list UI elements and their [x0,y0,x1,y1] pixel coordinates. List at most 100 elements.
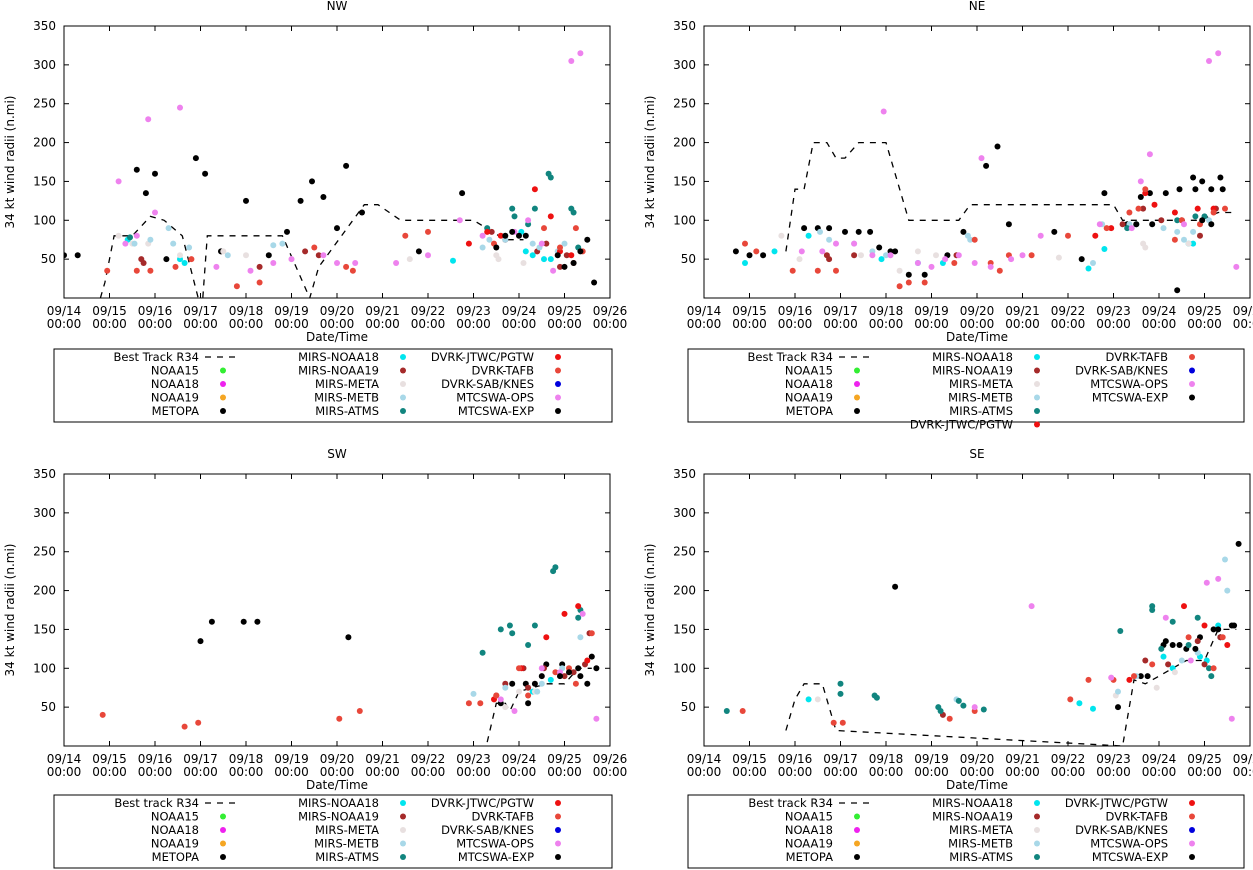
point-dvrk-tafb [343,263,350,270]
point-mtcswa-exp [1190,174,1197,181]
point-mirs-noaa19 [563,252,570,259]
x-axis-label: Date/Time [946,778,1008,792]
x-tick-time: 00:00 [274,317,309,331]
y-tick-label: 300 [33,58,56,72]
point-mirs-noaa19 [543,240,550,247]
point-dvrk-tafb [1131,673,1137,680]
point-mirs-noaa18 [805,696,812,703]
point-mirs-meta [220,248,227,255]
point-mirs-noaa19 [315,252,322,259]
legend-label: MIRS-NOAA19 [298,364,379,378]
legend-label: DVRK-TAFB [472,364,535,378]
point-mtcswa-exp [1144,673,1151,680]
best-track-line [99,204,524,298]
point-mirs-noaa19 [1201,661,1208,668]
point-dvrk-tafb [971,236,978,243]
point-metopa [64,252,67,259]
point-dvrk-tafb [336,715,343,722]
legend-label: NOAA18 [151,823,199,837]
legend-label: Best track R34 [748,796,833,810]
x-tick-date: 09/22 [411,304,446,318]
legend-label: MIRS-ATMS [949,850,1013,864]
y-tick-label: 150 [673,174,696,188]
legend-label: METOPA [786,850,833,864]
legend-marker-mirs-meta [1034,381,1040,387]
legend-marker-mirs-meta [400,381,406,387]
point-mirs-atms [1149,607,1156,613]
legend-marker-mirs-meta [400,827,406,833]
legend-marker-mtcswa-ops [1189,381,1195,387]
panel-title: NW [327,0,348,13]
legend-marker-mirs-noaa19 [1034,367,1040,374]
point-metopa [801,225,808,232]
point-mirs-metb [170,240,177,247]
panel-se: SE5010015020025030035009/1400:0009/1500:… [643,447,1253,792]
x-tick-time: 00:00 [1233,765,1253,779]
point-dvrk-tafb [946,715,953,722]
point-dvrk-jtwc-pgtw [484,228,491,235]
point-mtcswa-ops [1215,50,1222,57]
y-tick-label: 50 [681,700,696,714]
point-mtcswa-exp [584,236,591,243]
point-metopa [760,252,767,259]
legend-marker-metopa [854,854,860,860]
legend-label: MIRS-NOAA19 [932,364,1013,378]
point-metopa [240,618,247,625]
point-mirs-atms [509,205,516,212]
x-tick-time: 00:00 [183,317,218,331]
legend-label: MIRS-META [949,377,1013,391]
point-mtcswa-exp [561,263,568,270]
point-dvrk-tafb [541,225,547,232]
legend-label: DVRK-JTWC/PGTW [1065,796,1168,810]
point-metopa [1078,256,1085,263]
point-metopa [983,162,990,169]
legend-marker-mirs-noaa19 [400,813,406,820]
point-mirs-metb [883,252,889,259]
legend-marker-dvrk-jtwc-pgtw [555,800,561,806]
panel-title: NE [969,0,986,13]
point-mtcswa-ops [213,263,220,270]
point-mirs-atms [873,694,880,701]
legend-marker-dvrk-sab-knes [1189,827,1195,833]
x-tick-date: 09/19 [914,304,949,318]
point-metopa [1051,228,1058,235]
legend-label: NOAA19 [785,837,833,851]
x-tick-time: 00:00 [320,317,355,331]
x-tick-date: 09/19 [914,752,949,766]
point-mtcswa-ops [479,232,486,239]
x-tick-date: 09/23 [456,752,491,766]
legend-label: MIRS-ATMS [949,404,1013,418]
point-mirs-metb [470,690,477,697]
point-mtcswa-exp [1215,626,1222,633]
point-mirs-atms [937,708,944,714]
x-tick-date: 09/17 [183,752,218,766]
x-tick-time: 00:00 [411,765,446,779]
x-tick-time: 00:00 [1233,317,1253,331]
point-mirs-atms [575,614,582,621]
point-mtcswa-exp [509,680,516,687]
point-mirs-noaa19 [1142,657,1149,664]
point-mtcswa-ops [425,252,431,259]
legend-box [53,348,613,423]
x-tick-time: 00:00 [47,765,82,779]
x-tick-time: 00:00 [823,765,858,779]
x-tick-time: 00:00 [365,317,400,331]
legend-marker-dvrk-tafb [1189,813,1195,820]
legend-marker-noaa18 [854,827,860,833]
point-dvrk-tafb [1103,225,1110,232]
point-dvrk-jtwc-pgtw [543,634,550,641]
point-dvrk-tafb [99,711,106,718]
y-axis-label: 34 kt wind radii (n.mi) [3,544,17,677]
y-tick-label: 300 [673,506,696,520]
point-mirs-metb [967,236,974,243]
x-tick-time: 00:00 [687,765,722,779]
y-tick-label: 100 [673,213,696,227]
legend-marker-mirs-noaa18 [400,800,406,806]
x-tick-date: 09/25 [547,304,582,318]
point-metopa [855,228,862,235]
legend-marker-noaa19 [220,840,226,847]
point-dvrk-tafb [588,630,595,637]
point-metopa [1199,178,1206,185]
point-dvrk-tafb [172,263,179,270]
